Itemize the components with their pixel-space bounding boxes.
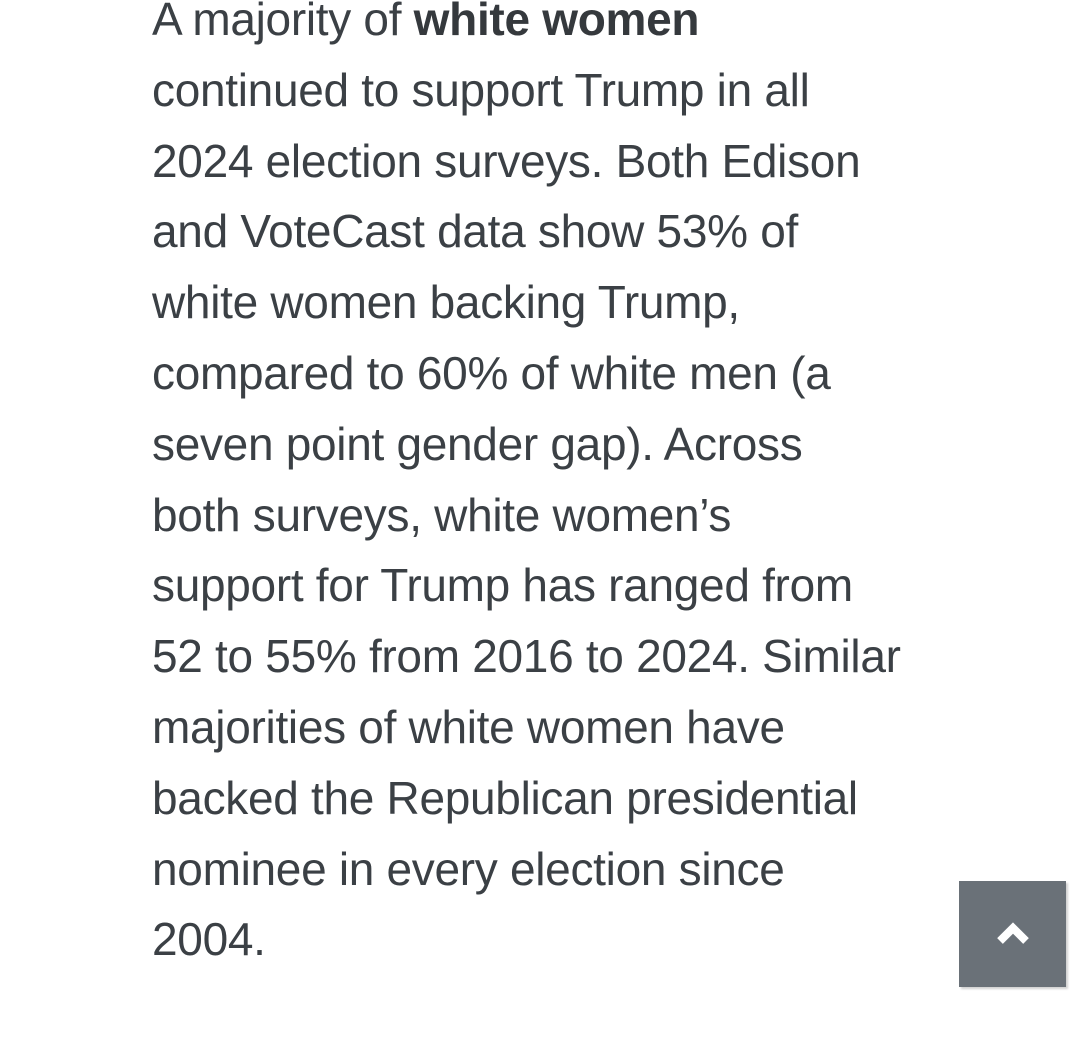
text-line: support for Trump has ranged from [152, 559, 853, 612]
text-line: white women backing Trump, [152, 276, 740, 329]
bold-text: white women [413, 0, 700, 45]
text-line: 2004. [152, 913, 266, 966]
text-line: seven point gender gap). Across [152, 417, 803, 470]
text-line: majorities of white women have [152, 700, 785, 753]
text-line: A majority of white women [152, 0, 901, 55]
text-line: both surveys, white women’s [152, 488, 732, 541]
back-to-top-button[interactable] [959, 881, 1066, 987]
text-line: and VoteCast data show 53% of [152, 205, 798, 258]
article-paragraph: A majority of white women continued to s… [152, 0, 901, 975]
text-line: compared to 60% of white men (a [152, 346, 831, 399]
text-line-prefix: A majority of [152, 0, 414, 45]
text-line: 2024 election surveys. Both Edison [152, 134, 861, 187]
text-line: backed the Republican presidential [152, 771, 858, 824]
chevron-up-icon [996, 922, 1030, 946]
text-line: continued to support Trump in all [152, 63, 810, 116]
text-line: 52 to 55% from 2016 to 2024. Similar [152, 630, 901, 683]
text-line: nominee in every election since [152, 842, 785, 895]
